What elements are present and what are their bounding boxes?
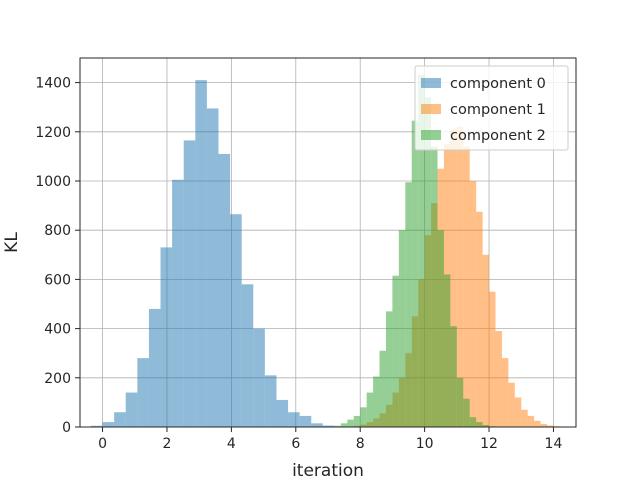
histogram-bar-series-2 bbox=[334, 425, 341, 427]
histogram-bar-series-0 bbox=[322, 425, 335, 427]
histogram-bar-series-2 bbox=[476, 422, 483, 427]
legend-swatch bbox=[421, 130, 441, 140]
histogram-bar-series-0 bbox=[148, 308, 161, 427]
histogram-bar-series-2 bbox=[443, 274, 451, 427]
y-tick-label: 1400 bbox=[35, 76, 71, 92]
histogram-bar-series-2 bbox=[437, 230, 444, 427]
x-tick-label: 12 bbox=[480, 436, 498, 452]
histogram-bar-series-2 bbox=[398, 230, 406, 427]
y-tick-label: 1000 bbox=[35, 174, 71, 190]
axes-frame bbox=[79, 57, 577, 428]
histogram-bar-series-0 bbox=[253, 328, 265, 427]
histogram-bar-series-0 bbox=[299, 415, 312, 427]
histogram-bar-series-0 bbox=[172, 179, 184, 427]
histogram-bar-series-1 bbox=[469, 181, 477, 427]
histogram-bar-series-2 bbox=[411, 120, 419, 427]
ticks-layer: 0 2 4 6 8 10 12 14 0 200 400 600 800 1000 1200 1400 bbox=[35, 76, 562, 452]
histogram-bar-series-1 bbox=[456, 126, 464, 427]
y-tick-label: 800 bbox=[44, 223, 71, 239]
histogram-bar-series-0 bbox=[230, 214, 242, 427]
histogram-bar-series-0 bbox=[114, 412, 126, 427]
histogram-bar-series-1 bbox=[495, 331, 502, 427]
histogram-bar-series-2 bbox=[360, 407, 367, 427]
histogram-bar-series-0 bbox=[160, 247, 173, 427]
histogram-bar-series-1 bbox=[463, 146, 470, 427]
y-tick-label: 1200 bbox=[35, 125, 71, 141]
y-tick-label: 0 bbox=[62, 420, 71, 436]
histogram-bar-series-1 bbox=[521, 409, 528, 427]
histogram-bar-series-1 bbox=[476, 211, 483, 427]
histogram-bar-series-2 bbox=[347, 419, 354, 427]
histogram-bar-series-0 bbox=[288, 412, 300, 427]
histogram-bar-series-0 bbox=[276, 399, 289, 427]
histogram-bar-series-0 bbox=[195, 80, 207, 427]
histogram-bar-series-2 bbox=[405, 182, 412, 427]
x-tick-label: 2 bbox=[163, 436, 172, 452]
legend-label: component 0 bbox=[450, 76, 546, 92]
histogram-bar-series-0 bbox=[206, 108, 219, 428]
histogram-bar-series-2 bbox=[431, 146, 438, 427]
y-axis-title: KL bbox=[2, 232, 22, 253]
histogram-bar-series-2 bbox=[340, 423, 348, 427]
histogram-bar-series-0 bbox=[218, 153, 231, 427]
histogram-bar-series-1 bbox=[501, 358, 509, 427]
y-tick-label: 200 bbox=[44, 371, 71, 387]
legend-swatch bbox=[421, 104, 441, 114]
legend-box bbox=[414, 65, 569, 151]
histogram-bar-series-0 bbox=[183, 140, 196, 427]
histogram-bar-series-2 bbox=[353, 415, 361, 427]
histogram-bar-series-2 bbox=[424, 97, 432, 428]
histogram-bar-series-1 bbox=[514, 397, 522, 427]
histogram-bar-series-1 bbox=[508, 382, 515, 427]
histogram-bar-series-2 bbox=[392, 275, 399, 427]
x-axis-title: iteration bbox=[292, 461, 364, 480]
histogram-bar-series-1 bbox=[534, 420, 541, 427]
y-tick-label: 400 bbox=[44, 322, 71, 338]
histogram-bar-series-0 bbox=[90, 425, 103, 427]
histogram-bar-series-2 bbox=[385, 311, 393, 427]
histogram-bar-series-2 bbox=[373, 376, 380, 427]
histogram-bar-series-2 bbox=[463, 398, 470, 427]
histogram-bar-series-2 bbox=[469, 417, 477, 427]
x-tick-label: 6 bbox=[291, 436, 300, 452]
histogram-bar-series-1 bbox=[547, 425, 554, 427]
x-tick-label: 14 bbox=[545, 436, 563, 452]
legend: component 0 component 1 component 2 bbox=[414, 65, 569, 151]
legend-label: component 2 bbox=[450, 128, 546, 144]
x-tick-label: 4 bbox=[227, 436, 236, 452]
histogram-bar-series-2 bbox=[379, 350, 386, 427]
histogram-bar-series-0 bbox=[264, 375, 277, 427]
x-tick-label: 0 bbox=[98, 436, 107, 452]
legend-label: component 1 bbox=[450, 102, 546, 118]
histogram-bar-series-1 bbox=[489, 291, 496, 427]
y-tick-label: 600 bbox=[44, 272, 71, 288]
bars-layer bbox=[90, 75, 567, 428]
histogram-bar-series-2 bbox=[482, 425, 490, 427]
histogram-bar-series-1 bbox=[527, 415, 535, 427]
histogram-bar-series-0 bbox=[241, 284, 254, 427]
histogram-bar-series-1 bbox=[482, 254, 490, 427]
histogram-bar-series-2 bbox=[366, 392, 374, 427]
histogram-bar-series-1 bbox=[540, 424, 548, 427]
histogram-bar-series-0 bbox=[125, 392, 138, 427]
histogram-bar-series-1 bbox=[450, 129, 457, 427]
legend-swatch bbox=[421, 78, 441, 88]
histogram-bar-series-0 bbox=[102, 422, 115, 427]
histogram-bar-series-0 bbox=[137, 358, 149, 427]
x-tick-label: 8 bbox=[356, 436, 365, 452]
histogram-bar-series-0 bbox=[311, 423, 323, 427]
x-tick-label: 10 bbox=[416, 436, 434, 452]
histogram-bar-series-2 bbox=[450, 326, 457, 427]
histogram-bar-series-2 bbox=[418, 75, 425, 427]
histogram-bar-series-2 bbox=[456, 377, 464, 427]
